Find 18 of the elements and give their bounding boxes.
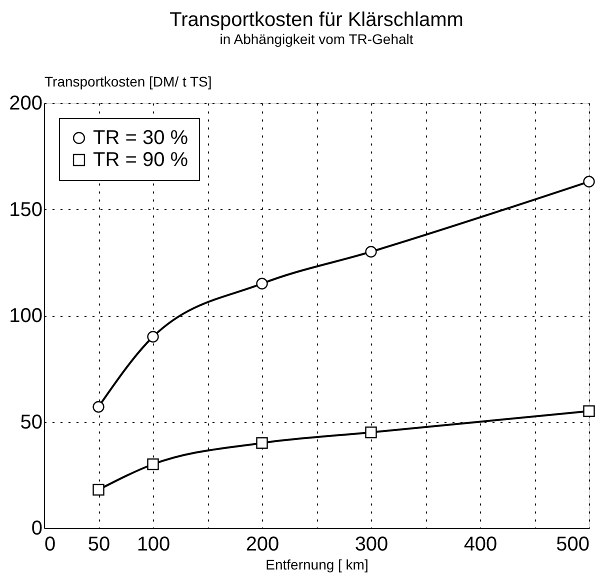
x-tick-label: 500 <box>556 534 590 556</box>
legend-label: TR = 30 % <box>93 127 188 149</box>
x-tick-label: 200 <box>246 534 280 556</box>
y-axis-title: Transportkosten [DM/ t TS] <box>44 74 212 90</box>
y-tick-label: 50 <box>20 411 42 434</box>
chart-subtitle: in Abhängigkeit vom TR-Gehalt <box>220 31 414 47</box>
x-tick-label: 300 <box>354 534 388 556</box>
y-tick-label: 0 <box>31 518 42 540</box>
y-tick-label: 100 <box>9 305 42 327</box>
y-tick-label: 200 <box>9 92 42 114</box>
chart-title: Transportkosten für Klärschlamm <box>170 9 464 31</box>
x-tick-label: 100 <box>136 534 170 556</box>
y-tick-label: 150 <box>9 198 42 221</box>
legend-label: TR = 90 % <box>93 149 188 171</box>
x-tick-label: 0 <box>44 534 56 556</box>
x-tick-label: 400 <box>464 534 498 556</box>
x-tick-label: 50 <box>88 534 110 556</box>
x-axis-title: Entfernung [ km] <box>266 556 368 572</box>
